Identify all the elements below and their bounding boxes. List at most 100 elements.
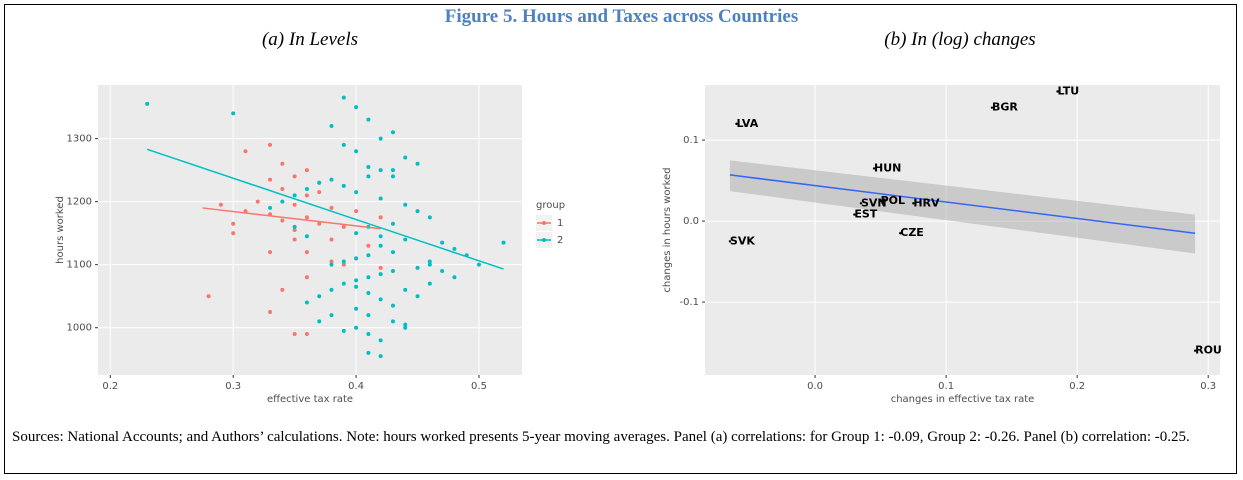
x-tick-label: 0.1 [938, 381, 954, 392]
point [366, 313, 371, 318]
point [378, 297, 383, 302]
point [329, 177, 334, 182]
point [280, 161, 285, 166]
point [899, 232, 902, 235]
point [304, 275, 309, 280]
panel-title: (a) In Levels [261, 29, 359, 50]
point-label: EST [854, 208, 877, 221]
point [304, 300, 309, 305]
point [378, 215, 383, 220]
source-note: Sources: National Accounts; and Authors’… [12, 429, 1190, 445]
plot-background [705, 85, 1220, 375]
point-label: HUN [874, 161, 901, 174]
point [206, 294, 211, 299]
point [292, 193, 297, 198]
point-label: POL [881, 194, 905, 207]
point [268, 309, 273, 314]
point [366, 275, 371, 280]
point-label: HRV [913, 196, 940, 209]
point [366, 350, 371, 355]
point [872, 167, 876, 170]
legend-label: 1 [557, 218, 563, 229]
y-tick-label: 0.1 [683, 135, 699, 146]
point [403, 325, 408, 330]
point [329, 259, 334, 264]
point [452, 275, 457, 280]
point [280, 187, 285, 192]
point [304, 215, 309, 220]
plot-background [98, 85, 522, 375]
point [329, 313, 334, 318]
point [390, 174, 395, 179]
point [476, 262, 481, 267]
point [354, 190, 359, 195]
y-tick-label: -0.1 [679, 297, 699, 308]
point [366, 332, 371, 337]
x-axis-label: effective tax rate [267, 394, 353, 405]
point [317, 221, 322, 226]
point [329, 205, 334, 210]
point [378, 136, 383, 141]
point [280, 199, 285, 204]
point [341, 281, 346, 286]
point [366, 174, 371, 179]
y-tick-label: 1300 [67, 134, 92, 145]
point [354, 105, 359, 110]
point [403, 287, 408, 292]
point [378, 168, 383, 173]
point [231, 111, 236, 116]
point [440, 240, 445, 245]
y-axis-label: hours worked [55, 196, 66, 264]
point [329, 287, 334, 292]
y-tick-label: 1100 [67, 260, 92, 271]
y-tick-label: 1000 [67, 323, 92, 334]
point [341, 95, 346, 100]
point [415, 265, 420, 270]
x-axis-label: changes in effective tax rate [891, 394, 1035, 405]
point [366, 291, 371, 296]
legend-dot [542, 221, 546, 225]
y-tick-label: 1200 [67, 197, 92, 208]
point [427, 281, 432, 286]
point-label: SVK [730, 234, 755, 247]
point [341, 224, 346, 229]
point [304, 332, 309, 337]
fit-line [202, 207, 381, 230]
figure-frame [4, 4, 1237, 474]
point [403, 155, 408, 160]
point [304, 250, 309, 255]
point [354, 231, 359, 236]
x-tick-label: 0.4 [348, 381, 364, 392]
point [427, 262, 432, 267]
x-tick-label: 0.5 [471, 381, 487, 392]
point [218, 202, 223, 207]
point [268, 177, 273, 182]
point [304, 234, 309, 239]
point [390, 319, 395, 324]
point [354, 278, 359, 283]
point [292, 224, 297, 229]
point [317, 319, 322, 324]
point [912, 202, 915, 205]
point [859, 202, 863, 205]
point [427, 215, 432, 220]
x-tick-label: 0.3 [1200, 381, 1216, 392]
point-label: SVN [861, 196, 887, 209]
point [415, 294, 420, 299]
y-tick-label: 0.0 [683, 216, 699, 227]
point [990, 106, 994, 109]
fit-line [729, 174, 1196, 234]
point [354, 325, 359, 330]
point [231, 221, 236, 226]
point [341, 142, 346, 147]
x-tick-label: 0.0 [807, 381, 823, 392]
panel-title: (b) In (log) changes [884, 29, 1036, 50]
point [403, 202, 408, 207]
point-label: LTU [1058, 84, 1080, 97]
legend-dot [542, 238, 546, 242]
point [329, 237, 334, 242]
point [366, 117, 371, 122]
point [427, 259, 432, 264]
point [378, 338, 383, 343]
point [366, 164, 371, 169]
